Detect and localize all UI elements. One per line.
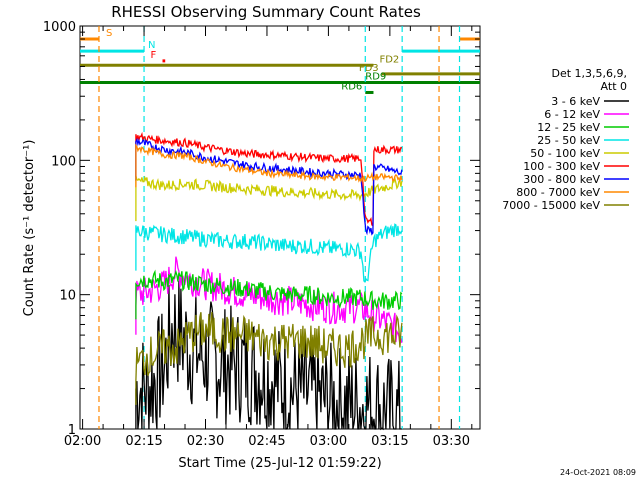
y-axis-label: Count Rate (s⁻¹ detector⁻¹)	[22, 140, 37, 317]
flag-label: FD3	[359, 63, 379, 74]
legend-entry-label: 12 - 25 keV	[537, 121, 600, 134]
flag-label: N	[148, 40, 155, 51]
x-tick-label: 02:15	[125, 434, 162, 449]
footer-date: 24-Oct-2021 08:09	[560, 468, 636, 477]
flag-label: S	[106, 28, 112, 39]
y-tick-label: 1	[68, 423, 76, 438]
flag-label: F	[150, 50, 156, 61]
x-tick-label: 03:15	[371, 434, 408, 449]
flag-label: FD2	[379, 54, 399, 65]
legend-title-line-1: Det 1,3,5,6,9,	[551, 67, 627, 80]
series-line	[135, 269, 403, 320]
chart-title: RHESSI Observing Summary Count Rates	[111, 3, 421, 21]
legend-entry-label: 25 - 50 keV	[537, 134, 600, 147]
axis-layer: 02:00 02:15 02:30 02:45 03:00 03:15 03:30 1 10 10…	[43, 20, 480, 449]
x-tick-label: 02:45	[248, 434, 285, 449]
y-tick-label: 10	[59, 289, 76, 304]
series-line	[135, 223, 403, 283]
plot-frame	[79, 25, 481, 430]
series-layer	[135, 131, 403, 431]
series-line	[135, 131, 403, 227]
legend-entry-label: 6 - 12 keV	[544, 108, 600, 121]
legend-title-line-2: Att 0	[601, 80, 627, 93]
y-tick-label: 1000	[43, 20, 76, 35]
series-line	[135, 280, 402, 431]
legend-entry-label: 300 - 800 keV	[523, 173, 600, 186]
series-line	[135, 143, 403, 188]
series-line	[135, 175, 403, 222]
series-line	[135, 311, 403, 405]
legend-entry-label: 3 - 6 keV	[551, 95, 600, 108]
legend-entry-label: 800 - 7000 keV	[516, 186, 600, 199]
x-tick-label: 03:00	[310, 434, 347, 449]
x-axis-label: Start Time (25-Jul-12 01:59:22)	[178, 456, 381, 471]
x-tick-label: 03:30	[433, 434, 470, 449]
flag-label: RD6	[341, 81, 362, 92]
flag-label: RD9	[365, 71, 386, 82]
x-tick-label: 02:00	[64, 434, 101, 449]
legend-entry-label: 100 - 300 keV	[523, 160, 600, 173]
x-tick-label: 02:30	[187, 434, 224, 449]
legend-entry-label: 7000 - 15000 keV	[502, 199, 600, 212]
y-tick-label: 100	[51, 154, 76, 169]
legend-entry-label: 50 - 100 keV	[530, 147, 600, 160]
series-line	[135, 256, 403, 345]
